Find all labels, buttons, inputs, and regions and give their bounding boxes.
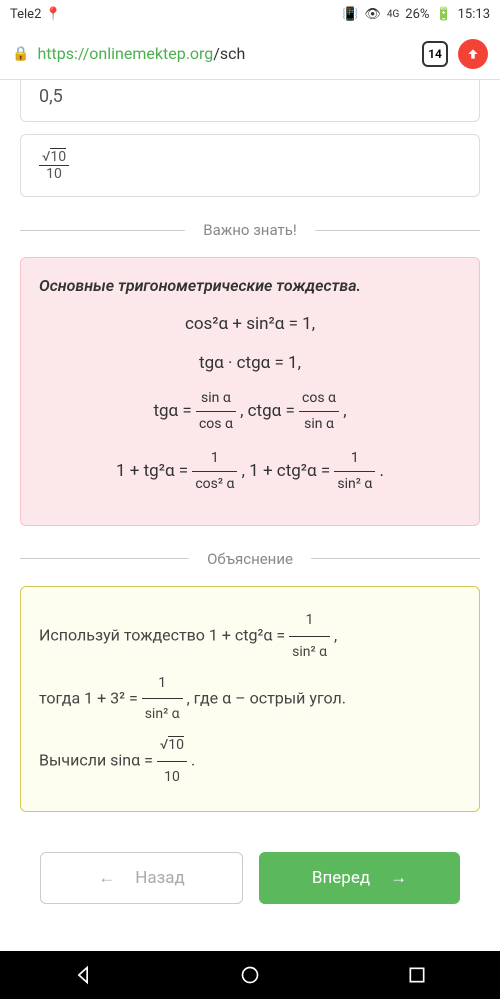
eye-icon: 👁 bbox=[364, 7, 381, 22]
status-left: Tele2 📍 bbox=[10, 7, 62, 22]
explanation-box: Используй тождество 1 + ctg²α = 1sin² α … bbox=[20, 586, 480, 812]
vibrate-icon: 📳 bbox=[342, 7, 358, 22]
tab-count-button[interactable]: 14 bbox=[422, 41, 448, 67]
nav-buttons: ← Назад Вперед → bbox=[20, 832, 480, 924]
status-bar: Tele2 📍 📳 👁 4G 26% 🔋 15:13 bbox=[0, 0, 500, 28]
important-box: Основные тригонометрические тождества. c… bbox=[20, 257, 480, 526]
nav-back-icon[interactable] bbox=[73, 965, 93, 985]
nav-recent-icon[interactable] bbox=[407, 965, 427, 985]
menu-button[interactable] bbox=[458, 39, 488, 69]
carrier-label: Tele2 bbox=[10, 7, 41, 22]
url-text: https://onlinemektep.org/sch bbox=[37, 44, 245, 63]
nav-home-icon[interactable] bbox=[240, 965, 260, 985]
box-title: Основные тригонометрические тождества. bbox=[39, 276, 461, 295]
signal-icon: 4G bbox=[387, 9, 399, 20]
answer-option-2[interactable]: √10 10 bbox=[20, 134, 480, 197]
lock-icon: 🔒 bbox=[12, 46, 29, 62]
divider-explanation: Объяснение bbox=[20, 550, 480, 568]
main-content: 0,5 √10 10 Важно знать! Основные тригоно… bbox=[0, 80, 500, 951]
divider-important: Важно знать! bbox=[20, 221, 480, 239]
battery-icon: 🔋 bbox=[435, 7, 451, 22]
arrow-right-icon: → bbox=[390, 868, 407, 888]
status-right: 📳 👁 4G 26% 🔋 15:13 bbox=[342, 7, 490, 22]
explain-text: Используй тождество 1 + ctg²α = 1sin² α … bbox=[39, 605, 461, 793]
formula-block: cos²α + sin²α = 1, tgα · ctgα = 1, tgα =… bbox=[39, 309, 461, 497]
browser-bar: 🔒 https://onlinemektep.org/sch 14 bbox=[0, 28, 500, 80]
time-label: 15:13 bbox=[458, 7, 490, 22]
forward-button[interactable]: Вперед → bbox=[259, 852, 460, 904]
android-nav-bar bbox=[0, 951, 500, 999]
back-button[interactable]: ← Назад bbox=[40, 852, 243, 904]
arrow-left-icon: ← bbox=[98, 868, 115, 888]
frac-num: √10 bbox=[39, 149, 69, 166]
location-icon: 📍 bbox=[45, 7, 61, 22]
battery-label: 26% bbox=[405, 7, 429, 22]
answer-option-1[interactable]: 0,5 bbox=[20, 80, 480, 122]
arrow-up-icon bbox=[466, 47, 480, 61]
url-box[interactable]: 🔒 https://onlinemektep.org/sch bbox=[12, 44, 412, 63]
frac-den: 10 bbox=[39, 166, 69, 182]
